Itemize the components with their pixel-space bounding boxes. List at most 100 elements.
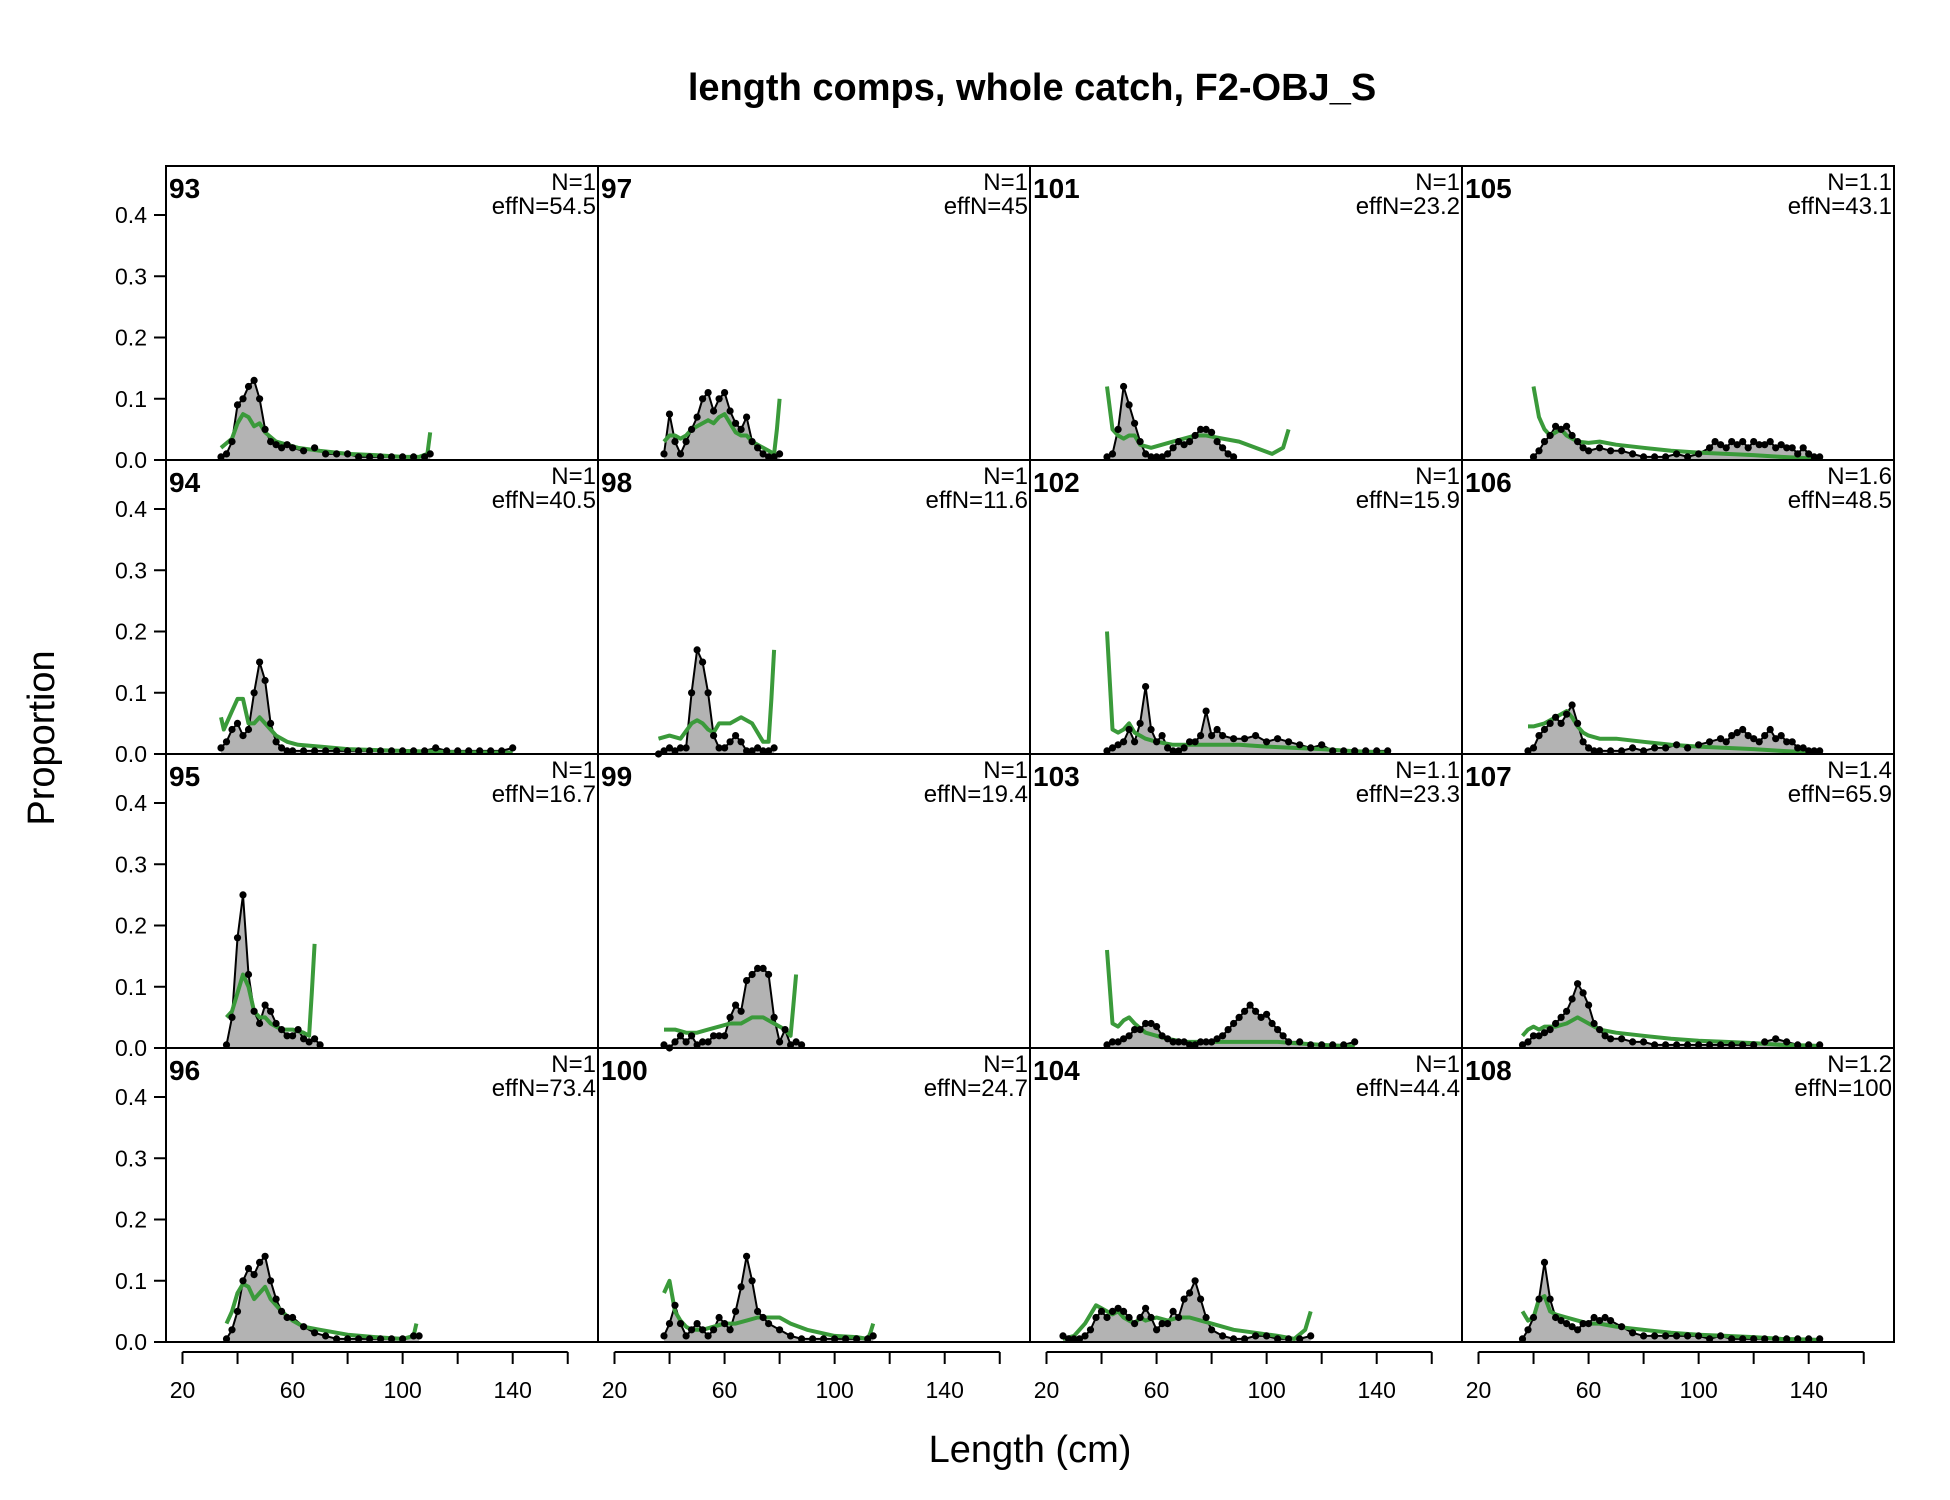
observed-point	[1816, 1041, 1824, 1049]
observed-point	[233, 1307, 242, 1315]
observed-point	[1579, 738, 1587, 746]
observed-point	[676, 1032, 685, 1040]
effective-n-label: effN=100	[1794, 1075, 1892, 1102]
observed-point	[688, 425, 696, 433]
effective-n-label: effN=24.7	[924, 1075, 1028, 1102]
effective-n-label: effN=23.3	[1356, 781, 1460, 808]
x-axis-label: Length (cm)	[929, 1429, 1132, 1471]
observed-point	[244, 970, 253, 979]
observed-point	[399, 1335, 407, 1343]
observed-point	[1535, 732, 1543, 740]
observed-point	[355, 747, 363, 755]
observed-point	[754, 964, 762, 973]
observed-point	[454, 747, 462, 755]
observed-point	[693, 646, 701, 654]
panel-label: 107	[1465, 761, 1512, 792]
observed-point	[1142, 1019, 1150, 1028]
observed-point	[1263, 738, 1271, 746]
observed-point	[748, 1277, 756, 1285]
observed-point	[250, 1271, 258, 1279]
panel-label: 93	[169, 173, 200, 204]
observed-point	[1783, 444, 1791, 452]
observed-point	[737, 1007, 745, 1015]
observed-point	[665, 744, 674, 752]
observed-point	[1351, 747, 1359, 755]
observed-point	[1318, 741, 1326, 749]
observed-point	[1164, 744, 1172, 752]
expected-line	[219, 696, 513, 755]
observed-point	[1585, 1001, 1593, 1009]
observed-point	[261, 1001, 269, 1009]
x-tick-label: 60	[712, 1377, 738, 1403]
observed-point	[1711, 438, 1719, 446]
observed-point	[737, 1283, 745, 1291]
observed-area	[1522, 1262, 1820, 1342]
observed-point	[1579, 989, 1587, 997]
observed-point	[1596, 1317, 1604, 1325]
observed-point	[1629, 744, 1637, 752]
observed-point	[1274, 1335, 1282, 1343]
observed-point	[1175, 438, 1183, 446]
observed-point	[1202, 425, 1210, 433]
panel-label: 106	[1465, 467, 1512, 498]
observed-point	[1108, 1038, 1117, 1046]
observed-point	[1191, 431, 1199, 440]
x-tick-label: 60	[1576, 1377, 1602, 1403]
sample-size-label: N=1	[551, 1051, 596, 1078]
observed-point	[1535, 1032, 1543, 1040]
observed-point	[1524, 1038, 1532, 1046]
observed-point	[1596, 747, 1604, 755]
observed-point	[1164, 450, 1172, 458]
observed-point	[1136, 438, 1144, 446]
observed-point	[759, 964, 767, 973]
effective-n-label: effN=54.5	[492, 193, 596, 220]
observed-point	[278, 744, 286, 752]
observed-point	[1739, 1041, 1747, 1049]
observed-point	[1585, 1320, 1593, 1328]
observed-point	[1296, 1038, 1304, 1046]
observed-point	[1629, 450, 1637, 458]
observed-point	[1296, 1335, 1304, 1343]
observed-point	[261, 676, 269, 685]
observed-point	[244, 1264, 253, 1273]
observed-point	[316, 1041, 324, 1049]
observed-point	[1601, 1032, 1609, 1040]
observed-point	[1153, 1326, 1161, 1334]
observed-point	[1717, 441, 1725, 449]
observed-point	[660, 747, 668, 755]
observed-point	[250, 376, 258, 384]
observed-point	[388, 747, 396, 755]
observed-point	[1518, 1335, 1527, 1343]
observed-point	[1695, 1332, 1703, 1340]
observed-point	[1574, 980, 1582, 988]
observed-point	[1695, 741, 1703, 749]
observed-point	[1651, 744, 1659, 752]
observed-point	[1673, 1332, 1681, 1340]
observed-point	[1241, 1007, 1249, 1015]
observed-point	[1563, 1007, 1571, 1015]
observed-point	[1799, 444, 1807, 452]
observed-point	[676, 744, 685, 752]
observed-point	[1524, 747, 1532, 755]
observed-point	[1816, 1335, 1824, 1343]
observed-point	[1180, 441, 1188, 449]
observed-point	[283, 1313, 291, 1322]
y-tick-label: 0.1	[115, 386, 147, 412]
panel-label: 103	[1033, 761, 1080, 792]
observed-point	[388, 453, 396, 461]
observed-point	[765, 453, 773, 461]
observed-point	[421, 747, 429, 755]
observed-point	[267, 1277, 275, 1285]
observed-point	[267, 719, 275, 728]
observed-point	[1142, 1304, 1150, 1312]
observed-point	[732, 1307, 740, 1315]
observed-point	[1114, 1304, 1122, 1312]
observed-point	[737, 738, 745, 746]
observed-point	[1208, 1326, 1216, 1334]
observed-point	[1064, 1335, 1073, 1343]
observed-point	[410, 453, 418, 461]
observed-point	[704, 389, 712, 397]
panel-label: 96	[169, 1055, 200, 1086]
